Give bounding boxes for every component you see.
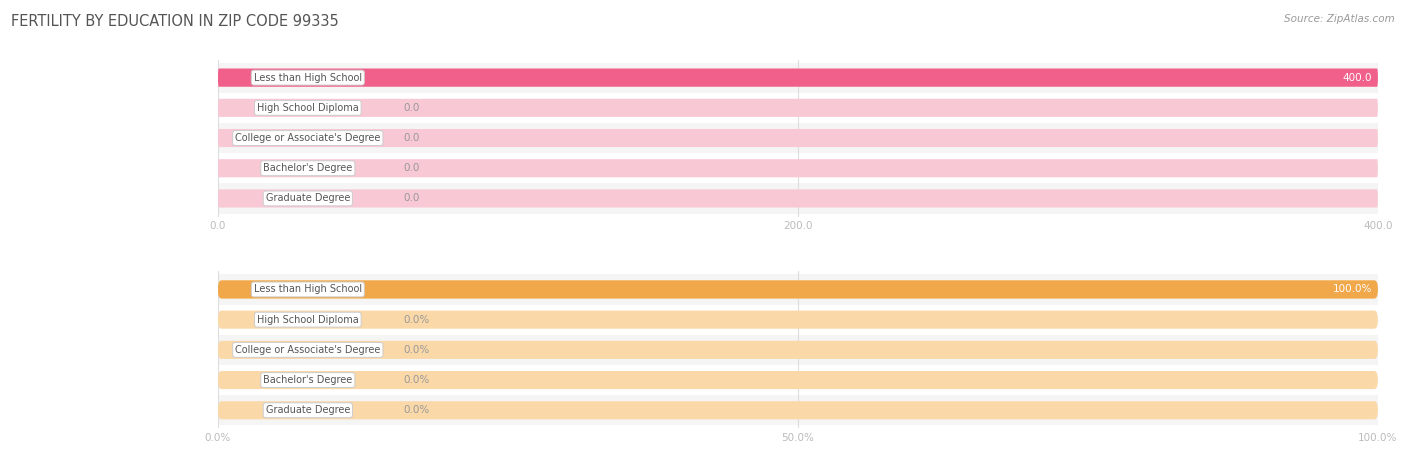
FancyBboxPatch shape: [218, 69, 1378, 87]
Bar: [218, 395, 1378, 426]
Text: College or Associate's Degree: College or Associate's Degree: [235, 133, 381, 143]
Text: 0.0: 0.0: [404, 193, 420, 203]
Text: 0.0: 0.0: [404, 133, 420, 143]
Text: 0.0: 0.0: [404, 163, 420, 173]
Text: FERTILITY BY EDUCATION IN ZIP CODE 99335: FERTILITY BY EDUCATION IN ZIP CODE 99335: [11, 14, 339, 30]
FancyBboxPatch shape: [218, 280, 1378, 298]
Bar: [218, 335, 1378, 365]
Text: Source: ZipAtlas.com: Source: ZipAtlas.com: [1284, 14, 1395, 24]
FancyBboxPatch shape: [218, 401, 1378, 419]
Text: Less than High School: Less than High School: [253, 285, 361, 295]
Text: 0.0%: 0.0%: [404, 405, 430, 415]
Bar: [218, 93, 1378, 123]
FancyBboxPatch shape: [218, 99, 1378, 117]
FancyBboxPatch shape: [218, 159, 1378, 178]
FancyBboxPatch shape: [218, 69, 1378, 87]
Bar: [218, 183, 1378, 214]
FancyBboxPatch shape: [218, 189, 1378, 208]
Text: Bachelor's Degree: Bachelor's Degree: [263, 163, 353, 173]
Text: 100.0%: 100.0%: [1333, 285, 1372, 295]
FancyBboxPatch shape: [218, 371, 1378, 389]
Text: 0.0%: 0.0%: [404, 345, 430, 355]
FancyBboxPatch shape: [218, 129, 1378, 147]
Text: Bachelor's Degree: Bachelor's Degree: [263, 375, 353, 385]
Text: 0.0: 0.0: [404, 103, 420, 113]
Text: 0.0%: 0.0%: [404, 315, 430, 325]
Text: High School Diploma: High School Diploma: [257, 103, 359, 113]
Bar: [218, 62, 1378, 93]
Text: College or Associate's Degree: College or Associate's Degree: [235, 345, 381, 355]
FancyBboxPatch shape: [218, 341, 1378, 359]
Text: 400.0: 400.0: [1343, 73, 1372, 83]
Bar: [218, 365, 1378, 395]
FancyBboxPatch shape: [218, 280, 1378, 298]
Text: 0.0%: 0.0%: [404, 375, 430, 385]
Text: Graduate Degree: Graduate Degree: [266, 193, 350, 203]
Bar: [218, 123, 1378, 153]
Text: High School Diploma: High School Diploma: [257, 315, 359, 325]
Text: Less than High School: Less than High School: [253, 73, 361, 83]
Bar: [218, 274, 1378, 305]
Bar: [218, 305, 1378, 335]
FancyBboxPatch shape: [218, 310, 1378, 329]
Text: Graduate Degree: Graduate Degree: [266, 405, 350, 415]
Bar: [218, 153, 1378, 183]
